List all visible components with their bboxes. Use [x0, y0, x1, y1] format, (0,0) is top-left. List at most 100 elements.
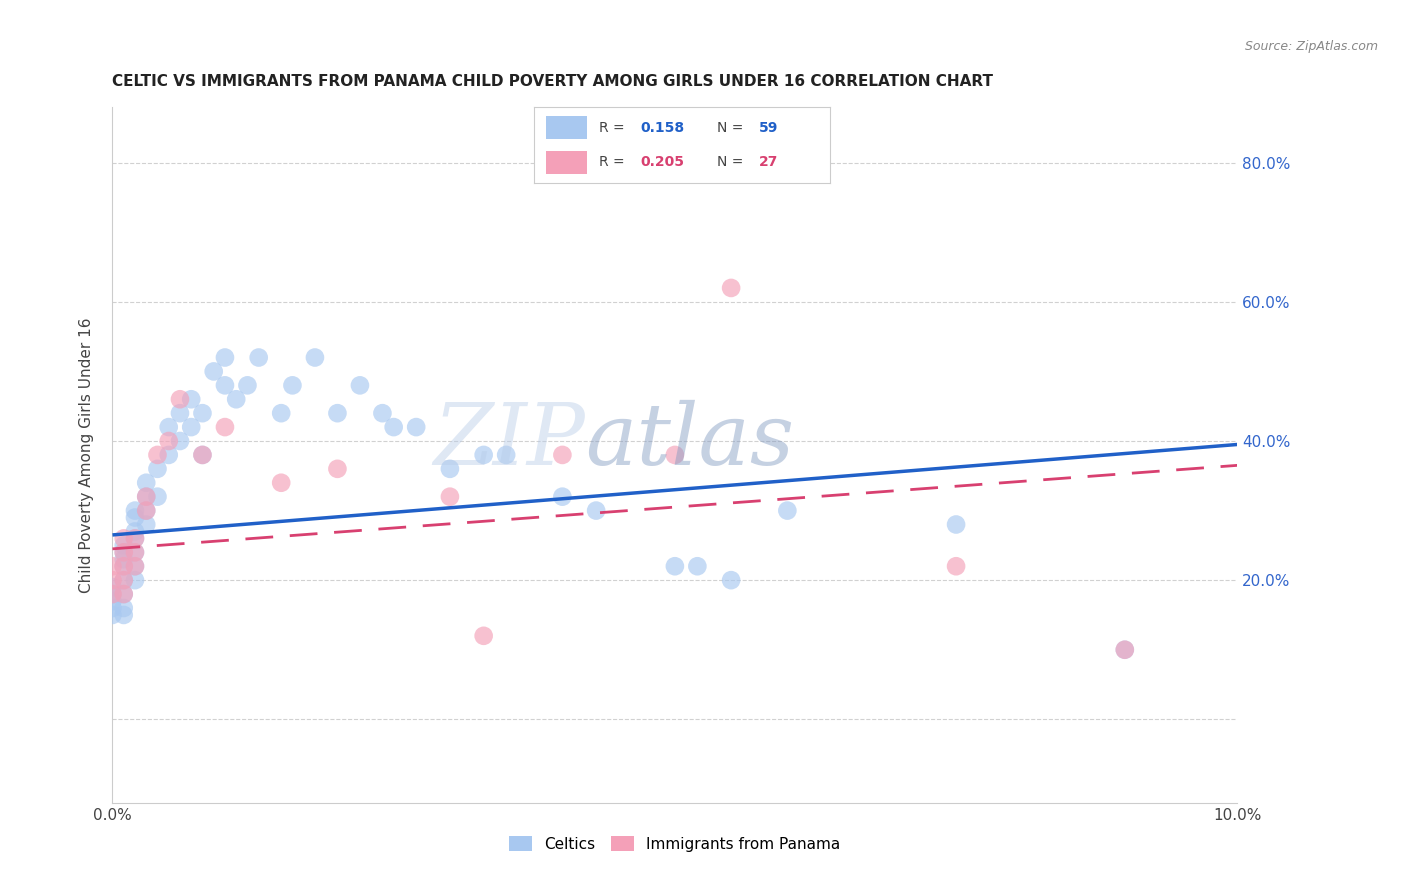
Point [191, 406, 214, 420]
Point [135, 503, 157, 517]
Point [214, 378, 236, 392]
Point [405, 420, 427, 434]
Point [382, 420, 405, 434]
Text: R =: R = [599, 155, 630, 169]
Point [169, 406, 191, 420]
Point [214, 351, 236, 365]
Point [112, 538, 135, 552]
Point [146, 462, 169, 476]
Point [776, 503, 799, 517]
Point [664, 448, 686, 462]
Point [304, 351, 326, 365]
Point [112, 601, 135, 615]
Point [326, 462, 349, 476]
Point [495, 448, 517, 462]
Point [664, 559, 686, 574]
Text: 27: 27 [759, 155, 778, 169]
Point [101, 594, 124, 608]
Point [720, 281, 742, 295]
Text: Source: ZipAtlas.com: Source: ZipAtlas.com [1244, 40, 1378, 54]
Point [686, 559, 709, 574]
Point [472, 448, 495, 462]
Point [124, 559, 146, 574]
Y-axis label: Child Poverty Among Girls Under 16: Child Poverty Among Girls Under 16 [79, 318, 94, 592]
Point [945, 517, 967, 532]
Point [135, 517, 157, 532]
Point [270, 406, 292, 420]
Text: N =: N = [717, 155, 748, 169]
Point [371, 406, 394, 420]
Point [270, 475, 292, 490]
Text: R =: R = [599, 120, 630, 135]
Point [112, 587, 135, 601]
Point [101, 587, 124, 601]
Text: 0.205: 0.205 [641, 155, 685, 169]
Point [214, 420, 236, 434]
Point [101, 587, 124, 601]
Point [112, 532, 135, 546]
Point [112, 573, 135, 587]
Legend: Celtics, Immigrants from Panama: Celtics, Immigrants from Panama [503, 830, 846, 858]
Point [124, 503, 146, 517]
Point [124, 524, 146, 539]
Point [112, 573, 135, 587]
Point [135, 475, 157, 490]
Point [945, 559, 967, 574]
Point [101, 559, 124, 574]
Point [247, 351, 270, 365]
Point [112, 545, 135, 559]
Point [135, 503, 157, 517]
Point [124, 559, 146, 574]
Point [169, 434, 191, 448]
Point [349, 378, 371, 392]
Point [157, 448, 180, 462]
Point [101, 601, 124, 615]
Point [191, 448, 214, 462]
Point [112, 559, 135, 574]
Point [326, 406, 349, 420]
Point [157, 420, 180, 434]
Text: 59: 59 [759, 120, 778, 135]
Point [135, 490, 157, 504]
Point [551, 448, 574, 462]
Point [112, 587, 135, 601]
Point [124, 532, 146, 546]
Point [585, 503, 607, 517]
Point [202, 364, 225, 378]
Point [124, 545, 146, 559]
Point [1114, 642, 1136, 657]
Point [225, 392, 247, 407]
Point [180, 392, 202, 407]
Text: N =: N = [717, 120, 748, 135]
FancyBboxPatch shape [546, 151, 588, 174]
Point [146, 448, 169, 462]
Point [439, 462, 461, 476]
Text: CELTIC VS IMMIGRANTS FROM PANAMA CHILD POVERTY AMONG GIRLS UNDER 16 CORRELATION : CELTIC VS IMMIGRANTS FROM PANAMA CHILD P… [112, 74, 994, 89]
Point [146, 490, 169, 504]
Point [112, 559, 135, 574]
Point [101, 580, 124, 594]
Point [472, 629, 495, 643]
Text: ZIP: ZIP [433, 400, 585, 483]
Point [124, 545, 146, 559]
Point [191, 448, 214, 462]
Point [124, 532, 146, 546]
Point [157, 434, 180, 448]
Point [1114, 642, 1136, 657]
Text: 0.158: 0.158 [641, 120, 685, 135]
Text: atlas: atlas [585, 400, 794, 483]
Point [124, 573, 146, 587]
Point [281, 378, 304, 392]
Point [439, 490, 461, 504]
Point [135, 490, 157, 504]
FancyBboxPatch shape [546, 116, 588, 139]
Point [551, 490, 574, 504]
Point [720, 573, 742, 587]
Point [180, 420, 202, 434]
Point [112, 552, 135, 566]
Point [236, 378, 259, 392]
Point [112, 607, 135, 622]
Point [101, 573, 124, 587]
Point [169, 392, 191, 407]
Point [112, 545, 135, 559]
